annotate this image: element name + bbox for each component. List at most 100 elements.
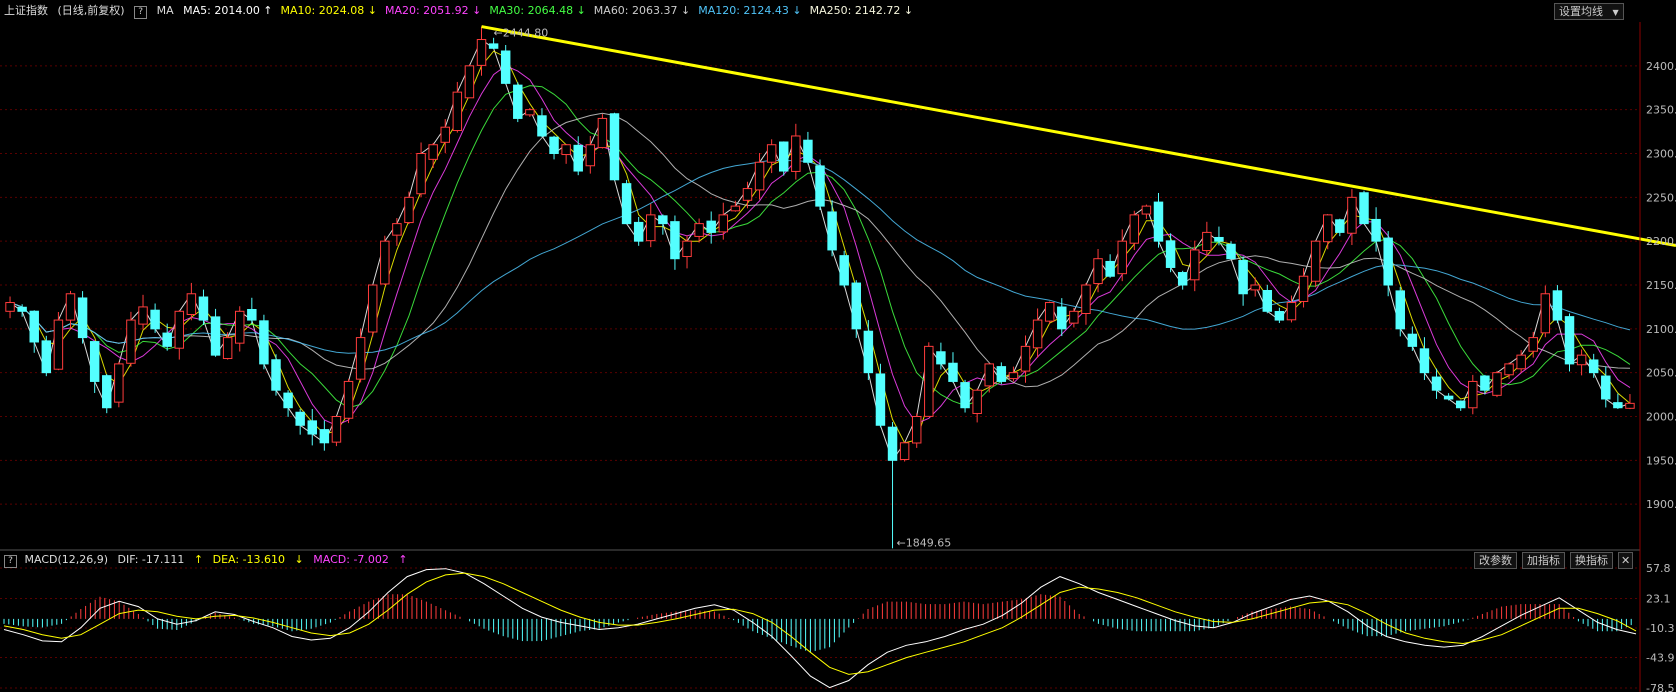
- candle-body: [1540, 293, 1551, 334]
- candle-body: [1214, 236, 1224, 242]
- candle-body: [984, 363, 994, 387]
- macd-help-button[interactable]: ?: [4, 555, 17, 568]
- candle-body: [1153, 201, 1164, 242]
- ma-legend-item: MA20: 2051.92 ↓: [384, 4, 482, 17]
- candle-body: [77, 297, 88, 339]
- candle-body: [887, 426, 898, 461]
- price-header: 上证指数 (日线,前复权) ? MA MA5: 2014.00 ↑ MA10: 2…: [4, 2, 927, 20]
- candle-body: [911, 416, 922, 444]
- candle-body: [1274, 311, 1285, 321]
- candle-body: [367, 284, 378, 333]
- candle-body: [1262, 289, 1273, 312]
- ma-settings-button[interactable]: 设置均线 ▼: [1554, 3, 1624, 20]
- candle-body: [621, 183, 632, 225]
- candle-body: [162, 332, 172, 347]
- candle-body: [899, 442, 910, 460]
- candle-body: [1383, 237, 1393, 286]
- candle-body: [102, 375, 112, 409]
- candle-body: [1625, 402, 1635, 409]
- candle-body: [803, 139, 813, 163]
- ma-legend-item: MA30: 2064.48 ↓: [489, 4, 586, 17]
- price-tick-label: 2150.0: [1646, 279, 1676, 292]
- candle-body: [150, 309, 160, 330]
- candle-body: [1359, 192, 1369, 225]
- candle-body: [259, 320, 269, 365]
- candle-body: [1093, 258, 1103, 285]
- candle-body: [1613, 402, 1623, 409]
- candle-body: [488, 43, 499, 49]
- candle-body: [996, 366, 1007, 382]
- candle-body: [573, 144, 583, 172]
- candle-body: [633, 221, 644, 242]
- trend-line[interactable]: [481, 25, 1676, 248]
- candle-body: [670, 221, 680, 260]
- index-title: 上证指数: [4, 4, 48, 17]
- candle-body: [1081, 284, 1091, 314]
- candle-body: [1552, 290, 1563, 321]
- ma-legend-item: MA60: 2063.37 ↓: [593, 4, 691, 17]
- low-annotation: ←1849.65: [897, 536, 952, 549]
- candle-body: [646, 214, 656, 242]
- candle-body: [1250, 284, 1260, 291]
- macd-lines: [3, 568, 1637, 689]
- candle-body: [1516, 354, 1526, 370]
- candle-body: [1371, 218, 1381, 242]
- candle-body: [1468, 380, 1478, 409]
- price-tick-label: 2250.0: [1646, 191, 1676, 204]
- candle-body: [5, 302, 15, 312]
- candle-body: [718, 214, 729, 233]
- candle-body: [779, 141, 789, 172]
- candle-body: [198, 296, 209, 321]
- candle-body: [730, 205, 741, 212]
- candle-body: [815, 165, 825, 207]
- macd-y-axis: 57.8 23.1 -10.3 -43.9 -78.5: [1646, 562, 1674, 692]
- candle-body: [235, 310, 245, 344]
- candle-body: [525, 109, 535, 116]
- close-icon[interactable]: ✕: [1618, 552, 1634, 569]
- candle-body: [948, 362, 958, 382]
- candle-body: [609, 113, 620, 181]
- candle-body: [1601, 375, 1611, 400]
- candle-body: [1057, 306, 1067, 330]
- candle-body: [138, 306, 148, 325]
- ma-legend-item: MA250: 2142.72 ↓: [809, 4, 914, 17]
- candle-body: [1020, 345, 1031, 372]
- ma-legend-item: MA10: 2024.08 ↓: [280, 4, 377, 17]
- candle-body: [1238, 260, 1248, 295]
- price-tick-label: 2400.0: [1646, 60, 1676, 73]
- candle-body: [380, 240, 390, 285]
- candle-body: [186, 293, 197, 316]
- macd-arrow: ↑: [398, 553, 408, 566]
- candle-body: [549, 136, 559, 154]
- help-button[interactable]: ?: [134, 6, 148, 19]
- candle-body: [1226, 243, 1236, 260]
- candle-body: [1165, 240, 1176, 268]
- candle-body: [452, 91, 463, 132]
- add-indicator-button[interactable]: 加指标: [1522, 552, 1565, 569]
- change-params-button[interactable]: 改参数: [1474, 552, 1517, 569]
- candle-body: [476, 39, 487, 66]
- price-tick-label: 2000.0: [1646, 411, 1676, 424]
- macd-tick-label: -43.9: [1646, 652, 1674, 665]
- candle-body: [1069, 310, 1079, 324]
- candle-body: [1190, 249, 1200, 281]
- candle-body: [1117, 240, 1127, 275]
- candle-body: [791, 135, 801, 172]
- candle-body: [1419, 348, 1430, 374]
- candle-body: [537, 115, 547, 137]
- dea-value: DEA: -13.610: [212, 553, 286, 566]
- candle-body: [1310, 240, 1321, 282]
- candle-body: [1564, 316, 1575, 365]
- switch-indicator-button[interactable]: 换指标: [1570, 552, 1613, 569]
- macd-label: MACD(12,26,9): [24, 553, 109, 566]
- price-tick-label: 1950.0: [1646, 454, 1676, 467]
- candle-body: [875, 373, 886, 426]
- candle-body: [1504, 363, 1514, 376]
- candle-body: [1407, 333, 1418, 347]
- candle-body: [742, 188, 753, 201]
- candle-body: [1323, 214, 1333, 243]
- candle-body: [17, 306, 27, 312]
- candle-body: [1141, 205, 1152, 215]
- candle-body: [355, 337, 366, 380]
